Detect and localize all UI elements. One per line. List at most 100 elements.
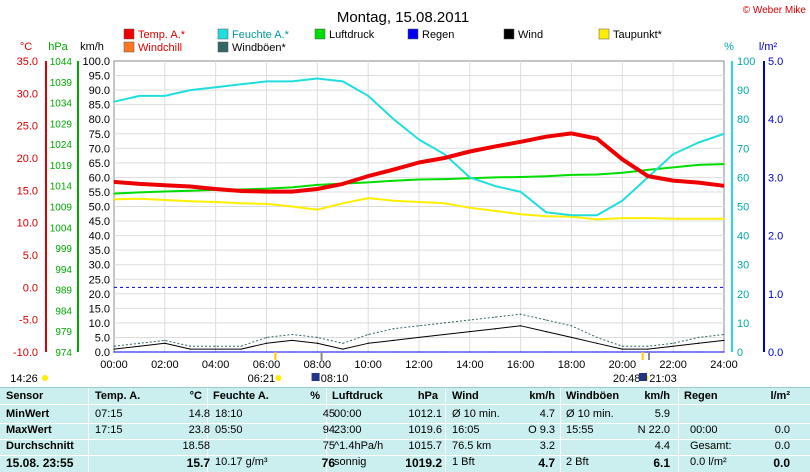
data-point [520, 176, 522, 178]
press-time: 23:00 [334, 424, 362, 436]
data-point [265, 80, 268, 82]
row-divider [0, 455, 810, 456]
sunset-label: 20:48 [613, 373, 641, 385]
data-point [240, 348, 242, 350]
data-point [138, 191, 141, 193]
legend-swatch [123, 28, 135, 40]
data-point [443, 178, 446, 180]
gust-value: 4.4 [654, 440, 670, 452]
header-gust-unit: km/h [644, 390, 670, 402]
data-point [138, 95, 141, 97]
data-point [647, 175, 649, 177]
x-tick: 24:00 [710, 359, 738, 371]
header-humidity-unit: % [310, 390, 320, 402]
rain-value: 0.0 [773, 456, 790, 470]
axis-units: °C hPa km/h% l/m² [20, 41, 778, 53]
x-tick: 16:00 [507, 359, 535, 371]
legend-label: Taupunkt* [613, 29, 663, 41]
data-point [138, 351, 141, 353]
data-point [291, 205, 293, 208]
data-point [316, 209, 318, 211]
data-point [291, 80, 293, 82]
moonrise-label: 08:10 [321, 373, 349, 385]
pressure-tick: 974 [55, 348, 72, 359]
grid [45, 60, 765, 353]
data-point [697, 141, 700, 144]
data-point [418, 138, 420, 141]
data-point [392, 118, 395, 120]
data-point [265, 203, 268, 205]
legend-swatch [217, 28, 229, 40]
legend-swatch [217, 41, 229, 53]
wind-tick: 45.0 [89, 216, 110, 228]
copyright-text: © Weber Mike [743, 5, 807, 16]
gust-value: N 22.0 [637, 424, 670, 436]
data-point [316, 342, 318, 344]
data-point [596, 336, 598, 339]
header-pressure-unit: hPa [417, 390, 438, 402]
data-point [342, 348, 344, 350]
wind-tick: 80.0 [89, 114, 110, 126]
data-point [291, 333, 293, 336]
data-point [392, 339, 395, 341]
wind-value: 3.2 [539, 440, 555, 452]
data-point [265, 336, 268, 339]
data-point [520, 325, 522, 327]
wind-tick: 85.0 [89, 100, 110, 112]
wind-tick: 60.0 [89, 172, 110, 184]
rain-value: 0.0 [774, 440, 790, 452]
data-point [342, 351, 344, 353]
data-point [215, 345, 217, 347]
legend-swatch [407, 28, 419, 40]
temp-time: 17:15 [95, 424, 123, 436]
data-point [570, 216, 573, 218]
legend-label: Wind [518, 29, 543, 41]
data-point [189, 345, 191, 347]
hum-time: 05:50 [215, 424, 243, 436]
legend-label: Windböen* [232, 42, 287, 54]
rain-tick: 5.0 [768, 56, 783, 68]
data-point [672, 218, 674, 220]
data-point [520, 141, 522, 143]
data-point [164, 199, 166, 201]
data-point [367, 181, 369, 183]
data-point [647, 169, 649, 171]
data-point [469, 150, 471, 153]
data-point [697, 181, 700, 184]
legend-label: Luftdruck [329, 29, 375, 41]
data-point [240, 351, 242, 353]
press-value: 1015.7 [408, 440, 442, 452]
data-point [189, 200, 191, 202]
data-point [469, 207, 471, 209]
data-point [189, 185, 191, 188]
gust-value: 5.9 [654, 408, 670, 420]
data-point [138, 183, 141, 185]
data-point [570, 132, 573, 135]
data-point [291, 186, 293, 188]
data-point [316, 351, 318, 353]
wind-tick: 5.0 [95, 332, 110, 344]
sunrise-label: 06:21 [248, 373, 276, 385]
data-point [443, 202, 446, 204]
data-point [164, 95, 166, 97]
weather-chart: Montag, 15.08.2011 © Weber Mike Temp. A.… [10, 5, 807, 385]
pressure-tick: 1024 [50, 140, 73, 151]
data-point [596, 218, 598, 221]
data-point [621, 345, 623, 347]
wind-label: 1 Bft [452, 456, 475, 468]
data-point [367, 95, 369, 97]
data-point [596, 214, 598, 216]
wind-tick: 75.0 [89, 129, 110, 141]
data-point [418, 351, 420, 353]
wind-tick: 95.0 [89, 71, 110, 83]
header-humidity: Feuchte A. [213, 390, 269, 402]
data-point [647, 348, 649, 350]
humidity-tick: 30 [737, 260, 749, 272]
x-tick: 10:00 [354, 359, 382, 371]
data-point [545, 215, 547, 217]
data-point [723, 351, 725, 353]
row-divider [0, 439, 810, 440]
wind-tick: 70.0 [89, 143, 110, 155]
gust-value: 6.1 [653, 456, 670, 470]
wind-tick: 90.0 [89, 85, 110, 97]
